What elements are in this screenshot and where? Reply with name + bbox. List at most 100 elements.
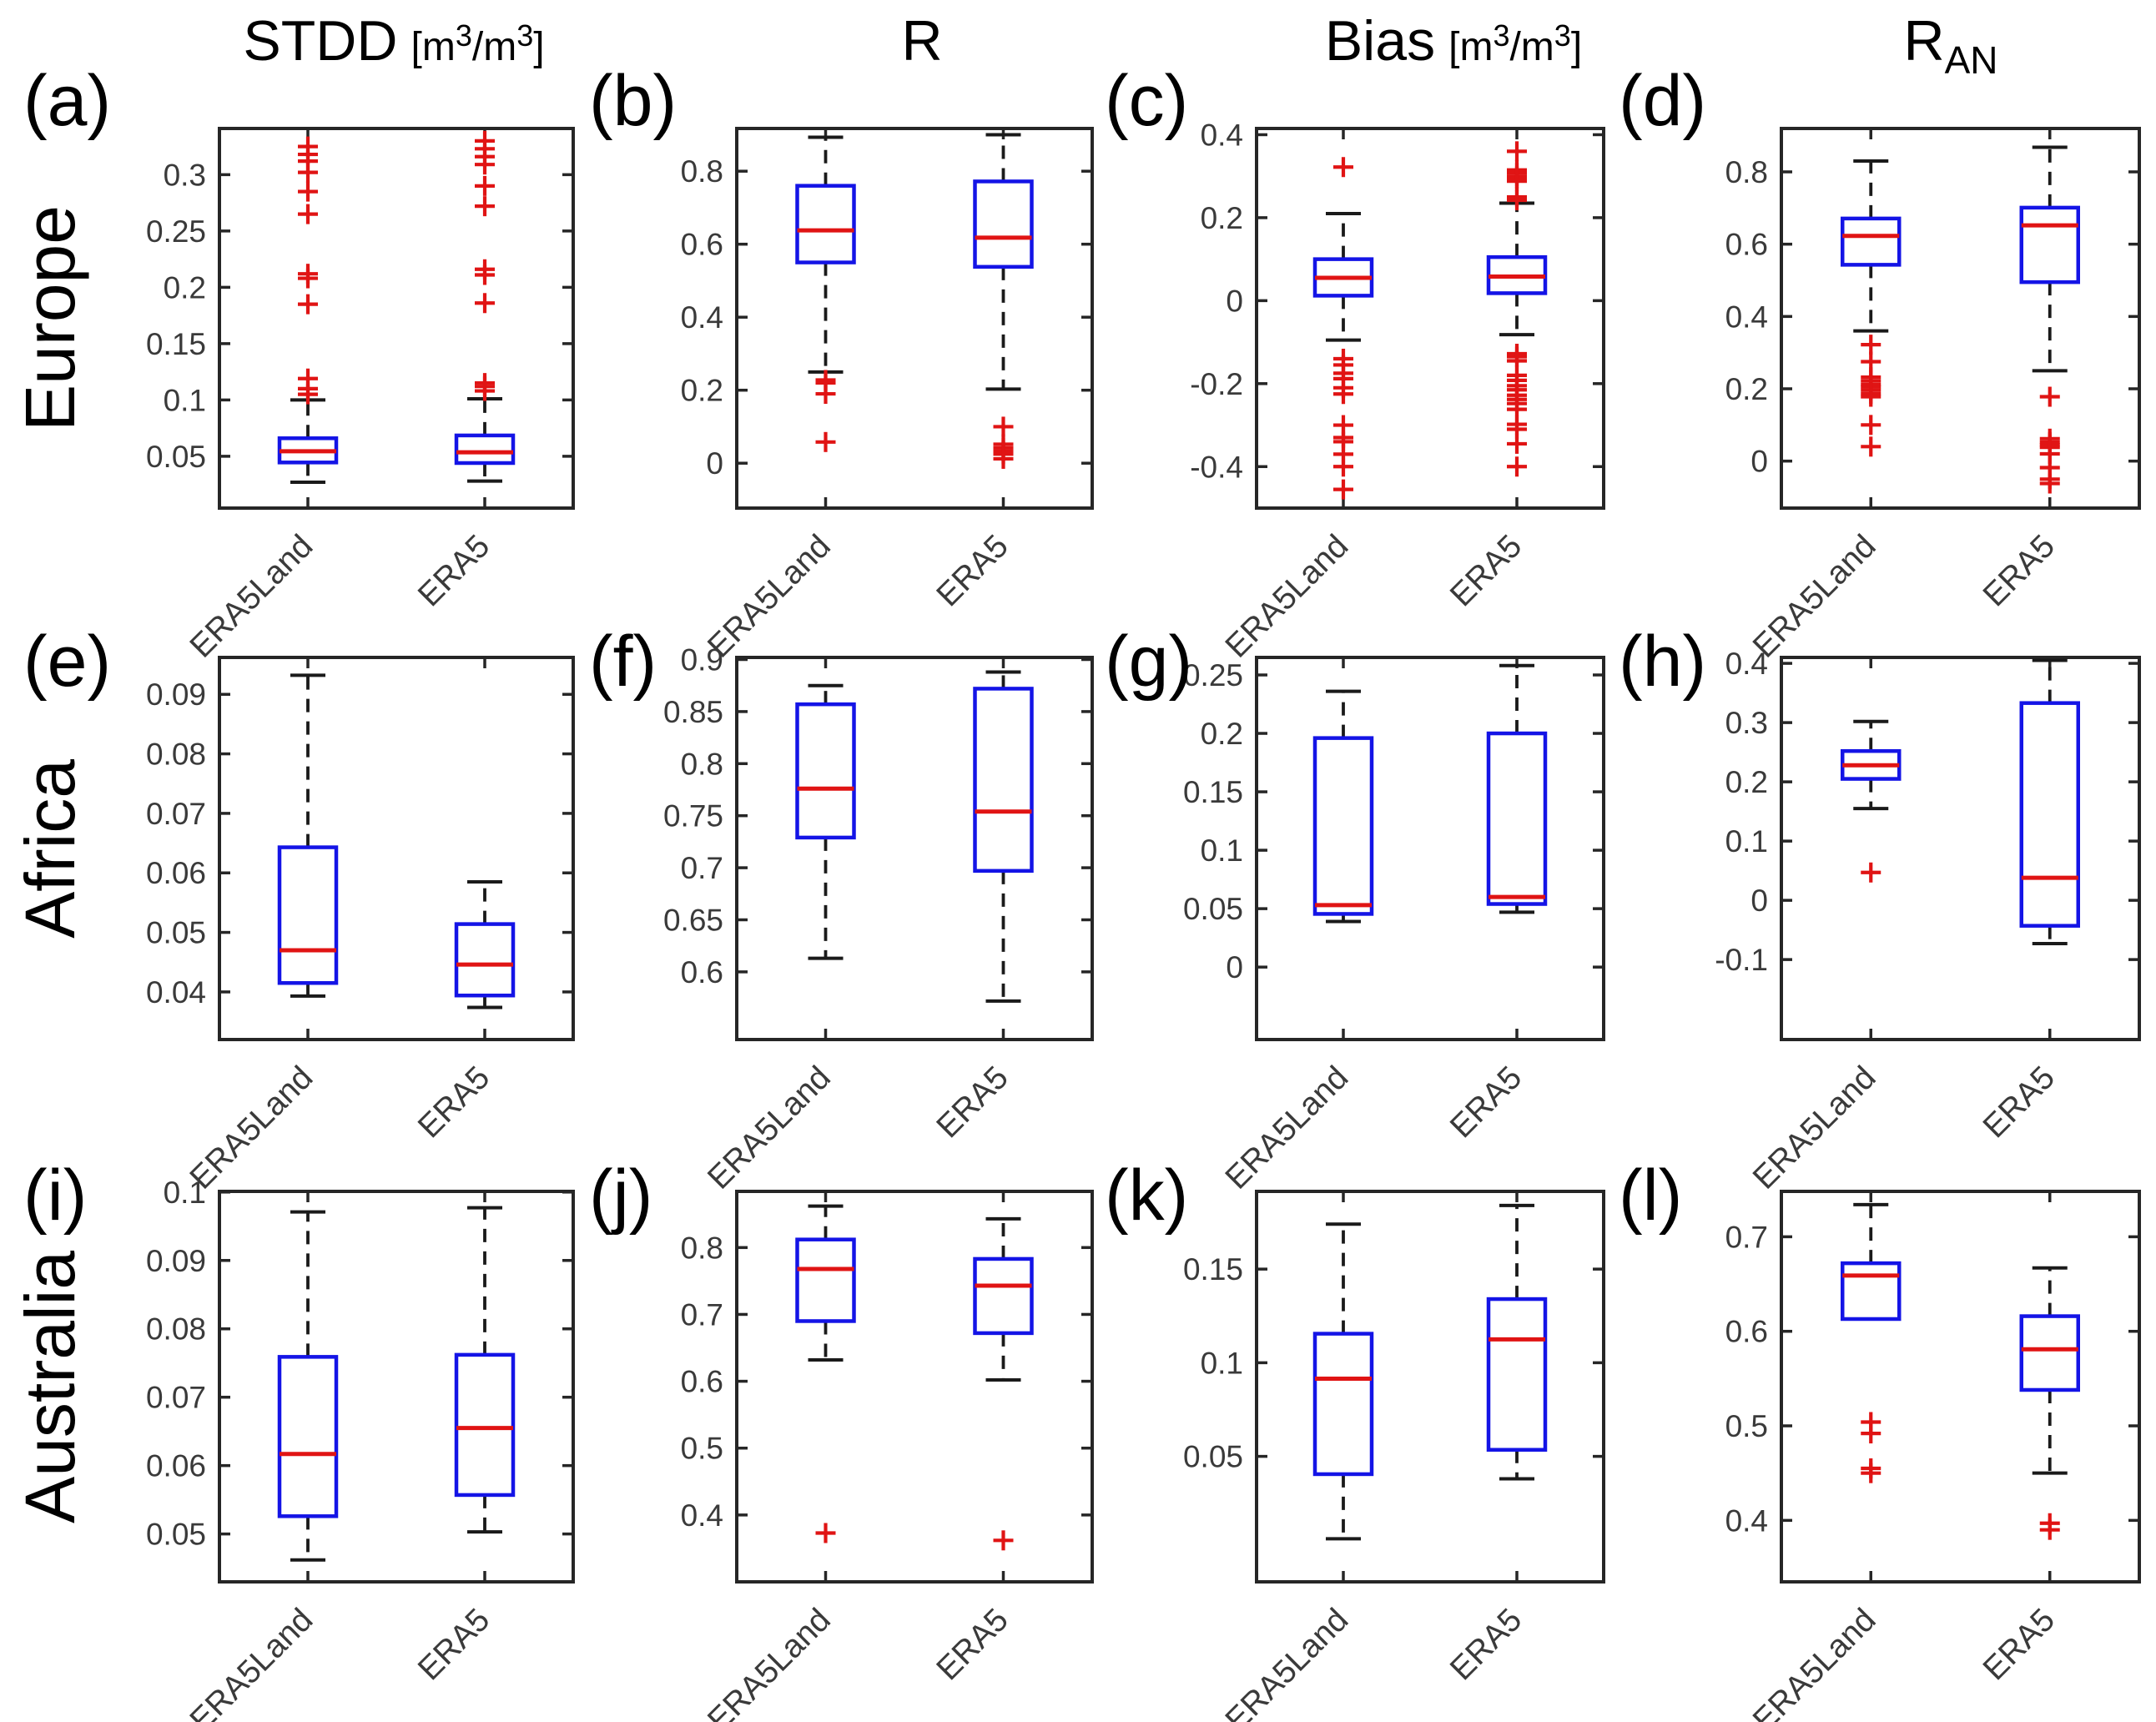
y-tick-label: 0.6 (1725, 228, 1768, 262)
column-title-stdd: STDD [m3/m3] (243, 8, 544, 73)
y-tick-label: 0.2 (1201, 201, 1243, 235)
y-tick-label: 0.4 (1725, 300, 1768, 334)
panel-letter-g: (g) (1105, 622, 1192, 702)
y-tick-label: 0.9 (681, 642, 723, 677)
box-era5 (454, 1352, 516, 1498)
y-tick-label: 0.6 (1725, 1315, 1768, 1349)
panel-c-axes (1255, 127, 1605, 510)
y-tick-label: 0.15 (146, 327, 206, 361)
panel-letter-f: (f) (589, 622, 657, 702)
y-tick-label: 0.04 (146, 975, 206, 1010)
column-title-r: R (901, 8, 942, 73)
box-era5 (1486, 731, 1548, 906)
y-tick-label: 0.6 (681, 228, 723, 262)
box-era5land (1841, 216, 1902, 267)
y-tick-label: 0.2 (1725, 372, 1768, 406)
panel-a-axes (218, 127, 575, 510)
y-tick-label: 0.3 (164, 158, 206, 192)
panel-i-axes (218, 1190, 575, 1584)
panel-e-axes (218, 656, 575, 1041)
y-tick-label: 0.1 (1725, 824, 1768, 858)
y-tick-label: 0.75 (663, 799, 723, 833)
y-tick-label: 0.05 (1183, 892, 1243, 926)
y-tick-label: 0.07 (146, 797, 206, 831)
x-category-label: ERA5 (929, 528, 1015, 613)
x-category-label: ERA5Land (1219, 1060, 1356, 1196)
panel-letter-a: (a) (23, 61, 111, 141)
y-tick-label: 0.6 (681, 1365, 723, 1399)
column-title-text: STDD (243, 9, 398, 73)
column-title-text: R (901, 9, 943, 73)
panel-letter-h: (h) (1619, 622, 1706, 702)
y-tick-label: 0.2 (681, 374, 723, 408)
y-tick-label: 0.09 (146, 1244, 206, 1278)
x-category-label: ERA5 (1977, 528, 2062, 613)
panel-j-axes (735, 1190, 1094, 1584)
y-tick-label: 0.7 (681, 1297, 723, 1332)
y-tick-label: -0.2 (1190, 367, 1243, 401)
y-tick-label: 0.25 (146, 214, 206, 249)
y-tick-label: 0 (1226, 950, 1243, 984)
box-era5 (2019, 701, 2080, 928)
y-tick-label: 0.4 (1201, 118, 1243, 152)
x-category-label: ERA5 (1977, 1060, 2062, 1145)
y-tick-label: 0.06 (146, 1449, 206, 1483)
y-tick-label: 0.05 (146, 1518, 206, 1552)
y-tick-label: 0 (706, 446, 723, 481)
panel-g-axes (1255, 656, 1605, 1041)
x-category-label: ERA5 (411, 1602, 496, 1687)
y-tick-label: -0.4 (1190, 450, 1243, 484)
x-category-label: ERA5 (1443, 528, 1529, 613)
x-category-label: ERA5 (1977, 1602, 2062, 1687)
panel-letter-j: (j) (589, 1156, 652, 1236)
x-category-label: ERA5 (929, 1060, 1015, 1145)
x-category-label: ERA5 (1443, 1060, 1529, 1145)
y-tick-label: 0.7 (681, 851, 723, 885)
x-category-label: ERA5Land (1746, 528, 1883, 665)
column-title-ran: RAN (1903, 8, 1997, 83)
x-category-label: ERA5Land (1746, 1060, 1883, 1196)
box-era5land (1312, 1332, 1374, 1477)
y-tick-label: 0.15 (1183, 1252, 1243, 1286)
column-title-unit: [m3/m3] (411, 18, 545, 69)
y-tick-label: 0.7 (1725, 1220, 1768, 1254)
y-tick-label: 0.06 (146, 856, 206, 890)
y-tick-label: 0.5 (681, 1432, 723, 1466)
column-title-bias: Bias [m3/m3] (1325, 8, 1582, 73)
box-era5land (277, 845, 339, 985)
y-tick-label: 0.07 (146, 1381, 206, 1415)
x-category-label: ERA5 (411, 1060, 496, 1145)
panel-h-axes (1780, 656, 2141, 1041)
y-tick-label: 0.5 (1725, 1409, 1768, 1443)
panel-letter-c: (c) (1105, 61, 1188, 141)
box-era5land (1841, 1261, 1902, 1322)
y-tick-label: 0.25 (1183, 658, 1243, 692)
box-era5 (973, 179, 1034, 269)
y-tick-label: 0.8 (1725, 155, 1768, 189)
box-era5land (795, 702, 856, 840)
box-era5 (454, 922, 516, 998)
y-tick-label: 0.65 (663, 903, 723, 937)
x-category-label: ERA5Land (701, 1602, 838, 1722)
y-tick-label: 0.8 (681, 154, 723, 189)
x-category-label: ERA5 (411, 528, 496, 613)
column-title-unit: [m3/m3] (1448, 18, 1583, 69)
y-tick-label: 0 (1750, 445, 1768, 479)
y-tick-label: 0.8 (681, 747, 723, 781)
box-era5 (973, 1256, 1034, 1336)
column-title-text: Bias (1324, 9, 1436, 73)
y-tick-label: 0.05 (1183, 1440, 1243, 1474)
panel-b-axes (735, 127, 1094, 510)
y-tick-label: 0.4 (1725, 1503, 1768, 1538)
x-category-label: ERA5Land (1219, 1602, 1356, 1722)
y-tick-label: 0.6 (681, 955, 723, 989)
panel-letter-d: (d) (1619, 61, 1706, 141)
y-tick-label: 0.15 (1183, 775, 1243, 809)
y-tick-label: 0.1 (164, 1176, 206, 1210)
y-tick-label: 0.09 (146, 677, 206, 712)
panel-d-axes (1780, 127, 2141, 510)
x-category-label: ERA5Land (1746, 1602, 1883, 1722)
box-era5 (2019, 205, 2080, 284)
y-tick-label: 0.3 (1725, 706, 1768, 740)
